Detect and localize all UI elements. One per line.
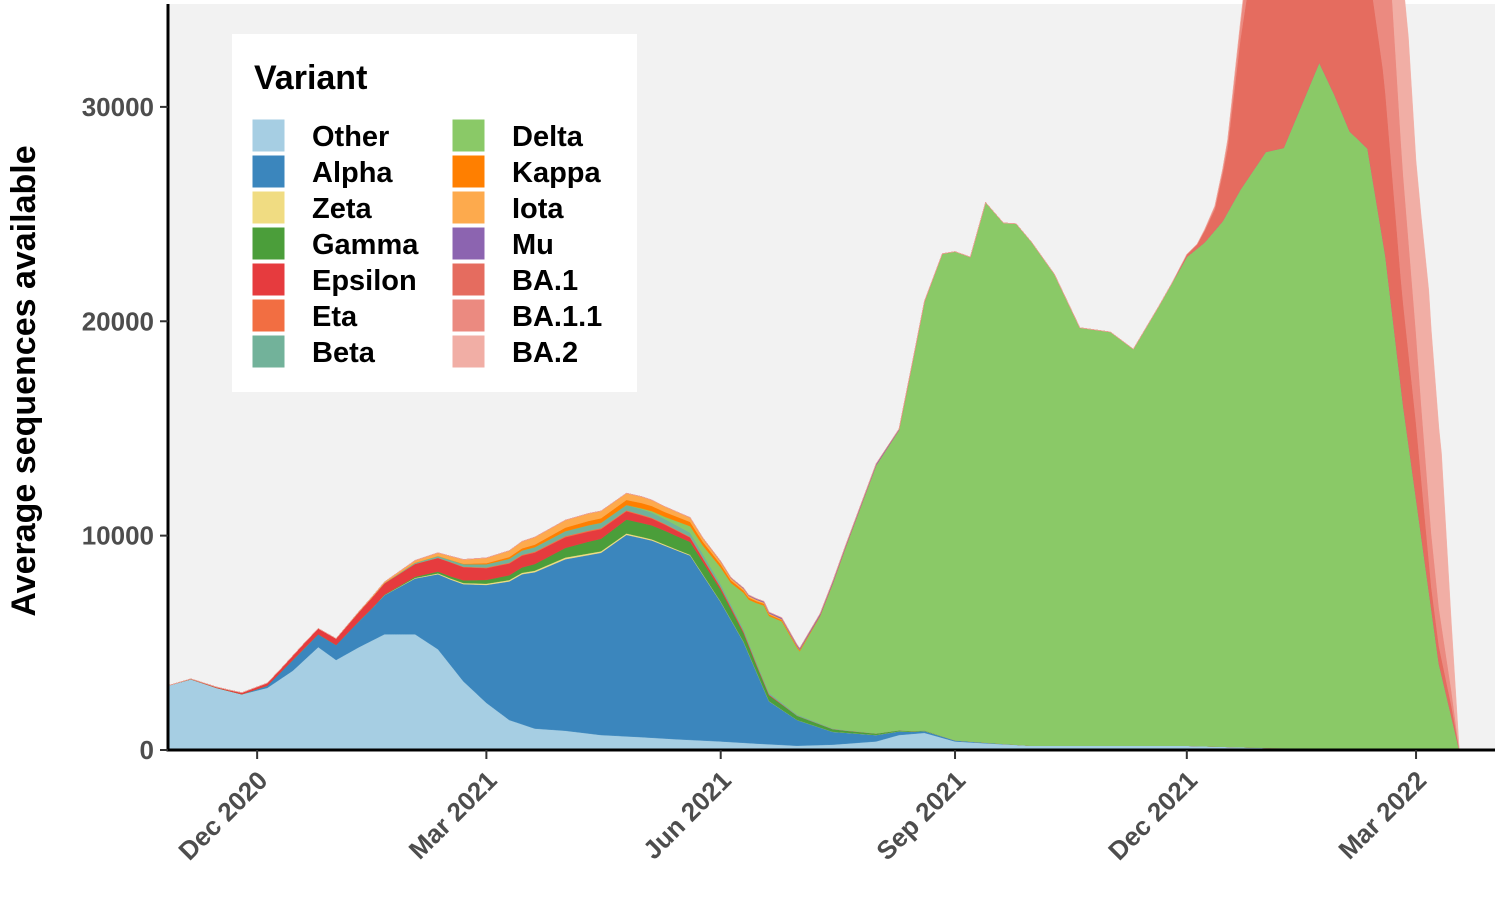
legend-label: Epsilon: [312, 265, 417, 297]
x-tick-label: Mar 2021: [403, 765, 503, 865]
y-tick-label: 20000: [82, 306, 154, 336]
legend-key: [451, 298, 486, 333]
y-axis-title: Average sequences available: [5, 145, 43, 616]
legend-label: Iota: [512, 193, 564, 225]
legend-key: [251, 226, 286, 261]
legend-key: [251, 334, 286, 369]
legend-title: Variant: [254, 59, 367, 97]
x-tick-label: Jun 2021: [637, 765, 737, 865]
y-tick-label: 0: [140, 735, 154, 765]
x-tick-label: Dec 2021: [1102, 765, 1203, 866]
y-tick-label: 30000: [82, 92, 154, 122]
legend-label: BA.2: [512, 337, 578, 369]
legend-label: Other: [312, 121, 389, 153]
legend-label: Delta: [512, 121, 584, 153]
legend-key: [251, 262, 286, 297]
legend-key: [451, 334, 486, 369]
legend-label: Kappa: [512, 157, 602, 189]
legend-label: Beta: [312, 337, 376, 369]
legend-label: Eta: [312, 301, 358, 333]
legend-key: [451, 190, 486, 225]
x-tick-label: Sep 2021: [870, 765, 971, 866]
y-tick-label: 10000: [82, 521, 154, 551]
legend-label: Gamma: [312, 229, 419, 261]
legend-key: [451, 226, 486, 261]
legend-label: BA.1: [512, 265, 578, 297]
legend-key: [451, 262, 486, 297]
x-tick-label: Dec 2020: [172, 765, 273, 866]
legend: Variant Other Alpha Zeta Gamma Epsilon Eta Beta…: [232, 34, 637, 392]
legend-key: [451, 118, 486, 153]
legend-key: [251, 118, 286, 153]
legend-key: [251, 154, 286, 189]
legend-box: [232, 34, 637, 392]
legend-label: BA.1.1: [512, 301, 602, 333]
legend-label: Zeta: [312, 193, 373, 225]
legend-key: [251, 190, 286, 225]
legend-key: [251, 298, 286, 333]
legend-label: Mu: [512, 229, 554, 261]
legend-label: Alpha: [312, 157, 393, 189]
legend-key: [451, 154, 486, 189]
x-tick-label: Mar 2022: [1332, 765, 1432, 865]
